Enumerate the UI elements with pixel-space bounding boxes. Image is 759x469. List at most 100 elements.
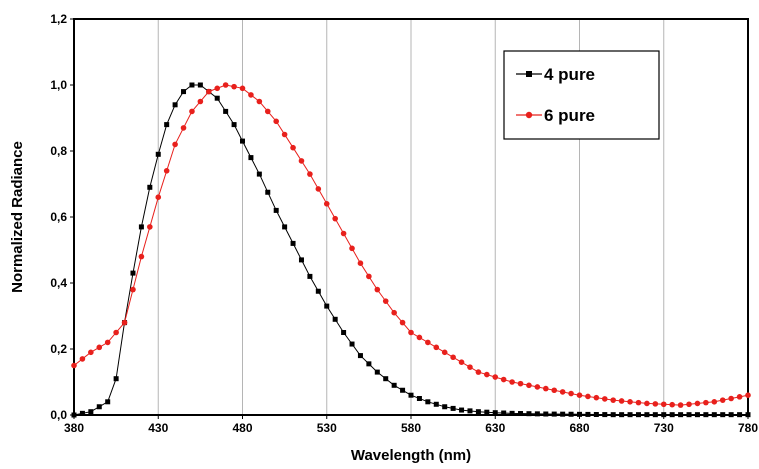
- data-point: [551, 411, 557, 417]
- data-point: [433, 344, 440, 351]
- data-point: [79, 410, 85, 416]
- data-point: [307, 273, 313, 279]
- data-point: [619, 412, 625, 418]
- data-point: [661, 412, 667, 418]
- data-point: [273, 207, 279, 213]
- data-point: [391, 309, 397, 316]
- data-point: [618, 398, 625, 404]
- data-point: [635, 399, 642, 406]
- data-point: [694, 412, 700, 418]
- data-point: [341, 330, 347, 335]
- data-point: [223, 108, 229, 114]
- y-tick-label: 0,2: [50, 342, 67, 356]
- data-point: [559, 389, 566, 395]
- data-point: [298, 158, 305, 164]
- data-point: [745, 412, 751, 418]
- data-point: [576, 392, 583, 399]
- data-point: [543, 411, 549, 417]
- data-point: [745, 392, 751, 399]
- data-point: [281, 131, 288, 138]
- data-point: [458, 359, 465, 366]
- data-point: [130, 286, 136, 293]
- data-point: [248, 92, 254, 98]
- data-point: [181, 89, 187, 95]
- data-point: [163, 168, 170, 174]
- data-point: [197, 98, 204, 105]
- data-point: [113, 329, 119, 336]
- data-point: [374, 369, 380, 375]
- data-point: [88, 349, 94, 356]
- series-6-pure: [71, 82, 751, 408]
- data-point: [534, 384, 541, 390]
- data-point: [374, 286, 381, 293]
- legend-box: [503, 50, 660, 140]
- data-point: [635, 412, 641, 418]
- data-point: [467, 364, 473, 370]
- data-point: [602, 412, 608, 418]
- data-point: [315, 186, 322, 192]
- legend-item: 6 pure: [516, 106, 595, 125]
- data-point: [728, 395, 734, 402]
- data-point: [526, 382, 532, 389]
- data-point: [543, 385, 549, 392]
- data-point: [433, 401, 439, 407]
- data-point: [652, 401, 659, 407]
- data-point: [298, 257, 304, 263]
- x-tick-label: 380: [64, 421, 84, 435]
- data-point: [719, 397, 726, 403]
- data-point: [442, 404, 448, 410]
- data-point: [71, 412, 77, 418]
- data-point: [105, 399, 111, 405]
- legend: 4 pure 6 pure: [503, 50, 660, 140]
- data-point: [467, 408, 473, 414]
- data-point: [644, 400, 650, 407]
- data-point: [130, 270, 136, 276]
- data-point: [197, 82, 203, 88]
- data-point: [382, 298, 389, 304]
- data-point: [686, 412, 692, 418]
- data-point: [172, 141, 178, 148]
- data-point: [475, 409, 481, 415]
- data-point: [189, 108, 195, 115]
- legend-marker: [525, 111, 533, 119]
- data-point: [315, 288, 321, 294]
- data-point: [459, 407, 465, 413]
- data-point: [501, 410, 507, 416]
- data-point: [231, 122, 237, 128]
- data-point: [441, 349, 448, 356]
- data-point: [231, 83, 237, 90]
- data-point: [88, 409, 94, 415]
- data-point: [357, 260, 364, 267]
- y-tick-label: 0,6: [50, 210, 67, 224]
- data-point: [518, 411, 524, 417]
- data-point: [214, 95, 220, 101]
- data-point: [239, 85, 246, 92]
- data-point: [669, 401, 675, 408]
- data-point: [660, 401, 667, 408]
- data-point: [711, 412, 717, 418]
- data-point: [138, 253, 145, 260]
- data-point: [610, 412, 616, 418]
- data-point: [450, 354, 456, 361]
- data-point: [526, 411, 532, 417]
- data-point: [694, 400, 701, 407]
- data-point: [96, 404, 102, 410]
- data-point: [366, 361, 372, 367]
- data-point: [601, 396, 608, 402]
- data-point: [147, 184, 153, 190]
- data-point: [366, 273, 372, 280]
- series-4-pure: [71, 82, 751, 418]
- data-point: [711, 399, 718, 405]
- data-point: [214, 85, 221, 92]
- data-point: [104, 339, 111, 346]
- data-point: [669, 412, 675, 418]
- data-point: [164, 122, 170, 128]
- data-point: [282, 224, 288, 230]
- data-point: [627, 412, 633, 418]
- data-point: [264, 108, 271, 115]
- data-point: [206, 88, 212, 95]
- data-point: [180, 125, 187, 131]
- data-point: [323, 201, 330, 207]
- data-point: [517, 380, 524, 387]
- data-point: [416, 396, 422, 401]
